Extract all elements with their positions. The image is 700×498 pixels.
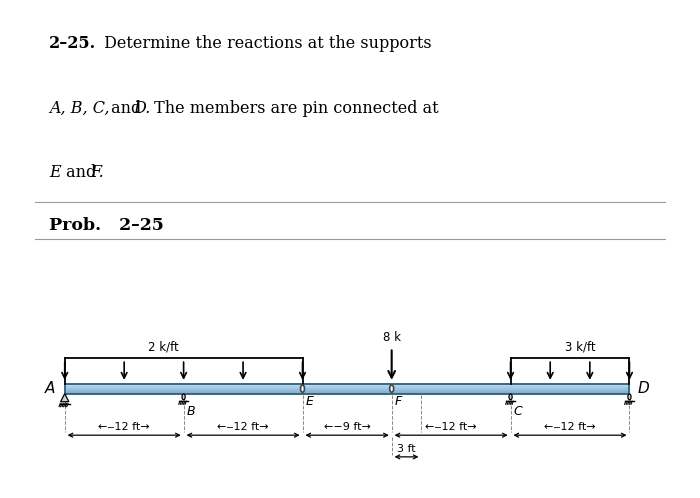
Text: E: E: [49, 164, 61, 181]
Text: Determine the reactions at the supports: Determine the reactions at the supports: [99, 35, 432, 52]
Circle shape: [182, 394, 186, 400]
Text: ←‒12 ft→: ←‒12 ft→: [217, 422, 269, 432]
Text: A, B, C,: A, B, C,: [49, 100, 109, 117]
Text: ←‒12 ft→: ←‒12 ft→: [544, 422, 596, 432]
Text: D.: D.: [133, 100, 150, 117]
Polygon shape: [61, 393, 69, 402]
Text: A: A: [44, 381, 55, 396]
Text: 2 k/ft: 2 k/ft: [148, 341, 179, 354]
Circle shape: [300, 385, 304, 392]
Text: ←−9 ft→: ←−9 ft→: [323, 422, 370, 432]
Text: F: F: [395, 395, 402, 408]
Text: 3 ft: 3 ft: [397, 444, 416, 454]
Text: E: E: [305, 395, 314, 408]
Text: and: and: [61, 164, 102, 181]
Text: Prob.   2–25: Prob. 2–25: [49, 217, 164, 234]
Text: D: D: [638, 381, 649, 396]
Text: 2–25.: 2–25.: [49, 35, 96, 52]
Text: ←‒12 ft→: ←‒12 ft→: [99, 422, 150, 432]
Text: The members are pin connected at: The members are pin connected at: [149, 100, 439, 117]
Text: 3 k/ft: 3 k/ft: [565, 341, 595, 354]
Text: C: C: [514, 405, 522, 418]
Text: and: and: [106, 100, 147, 117]
Text: 8 k: 8 k: [383, 331, 400, 344]
Circle shape: [390, 385, 393, 392]
Text: F.: F.: [90, 164, 104, 181]
Bar: [64, 383, 629, 393]
Text: ←‒12 ft→: ←‒12 ft→: [426, 422, 477, 432]
Circle shape: [628, 394, 631, 400]
Text: B: B: [187, 405, 195, 418]
Circle shape: [509, 394, 512, 400]
